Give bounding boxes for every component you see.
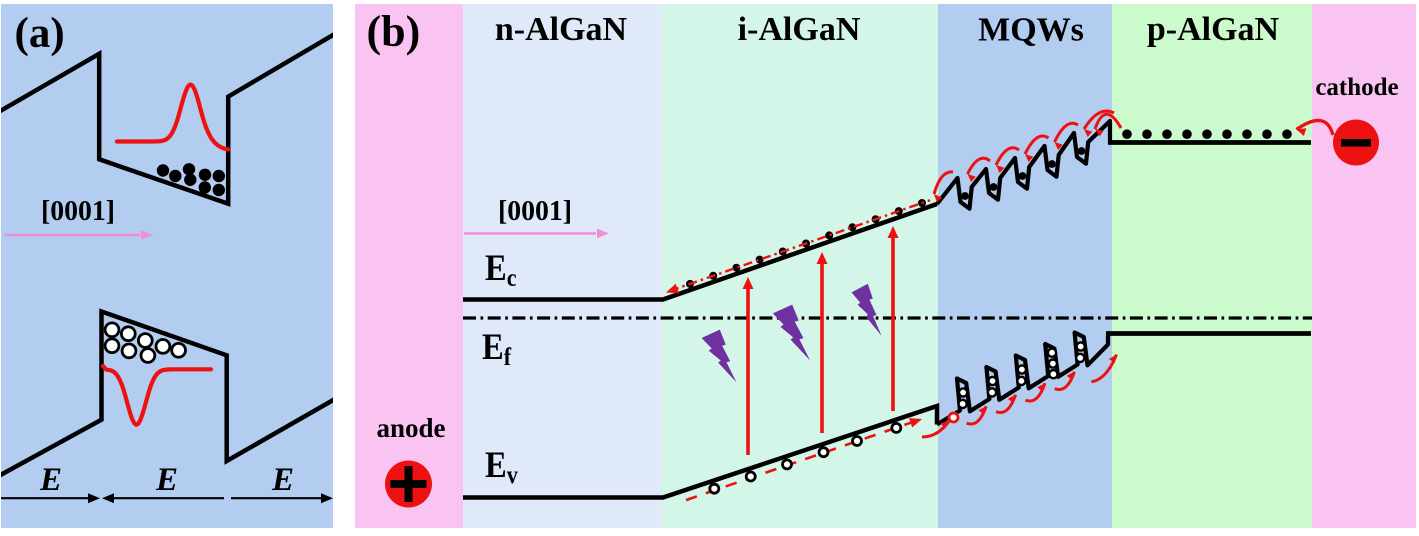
svg-text:[0001]: [0001]: [41, 195, 115, 227]
svg-text:E: E: [271, 462, 294, 498]
svg-text:(a): (a): [15, 10, 65, 57]
svg-text:E: E: [39, 462, 62, 498]
svg-text:anode: anode: [376, 413, 445, 443]
svg-text:Ef: Ef: [482, 326, 512, 371]
svg-text:cathode: cathode: [1315, 74, 1398, 101]
svg-text:p-AlGaN: p-AlGaN: [1147, 11, 1280, 48]
svg-text:[0001]: [0001]: [498, 195, 572, 227]
svg-text:i-AlGaN: i-AlGaN: [738, 11, 861, 48]
svg-text:MQWs: MQWs: [978, 12, 1084, 49]
svg-text:Ev: Ev: [485, 444, 518, 489]
svg-text:Ec: Ec: [485, 247, 516, 292]
svg-text:n-AlGaN: n-AlGaN: [495, 11, 628, 48]
svg-text:E: E: [155, 462, 178, 498]
svg-text:(b): (b): [367, 7, 421, 56]
